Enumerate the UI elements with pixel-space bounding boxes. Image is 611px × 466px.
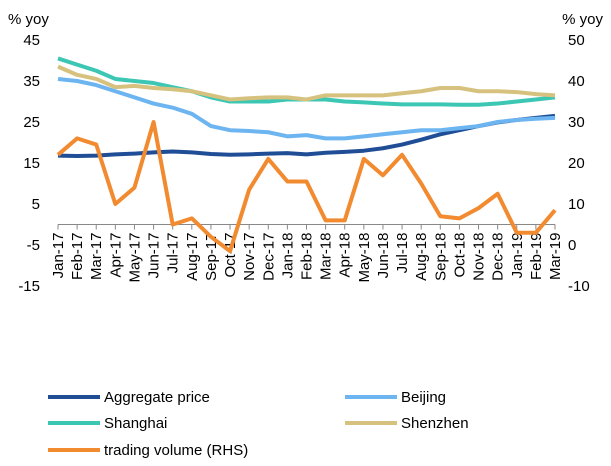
y2-tick-label: -10 [568,278,590,295]
series-line [57,76,556,141]
x-tick-label: Jan-17 [50,233,67,279]
x-tick-label: Jan-18 [279,233,296,279]
x-tick-label: Feb-17 [69,233,86,281]
x-tick-label: Dec-18 [490,233,507,281]
x-tick-label: Mar-18 [318,233,335,281]
legend-label: Shenzhen [401,415,469,432]
x-tick-label: Nov-18 [471,233,488,281]
legend-label: Aggregate price [104,389,210,406]
legend-label: Beijing [401,389,446,406]
x-tick-label: Feb-19 [528,233,545,281]
y-tick-label: 45 [23,32,40,49]
x-tick-label: Dec-17 [260,233,277,281]
y2-tick-label: 50 [568,32,585,49]
y2-tick-label: 20 [568,155,585,172]
x-tick-label: Jun-17 [146,233,163,279]
x-tick-label: Feb-18 [299,233,316,281]
y2-tick-label: 10 [568,196,585,213]
x-tick-label: May-17 [126,233,143,283]
x-tick-label: Mar-19 [547,233,564,281]
x-tick-label: Mar-17 [88,233,105,281]
series-line [57,64,556,102]
y-tick-label: -15 [18,278,40,295]
y2-tick-label: 0 [568,237,576,254]
y2-tick-label: 30 [568,114,585,131]
y-tick-label: -5 [27,237,40,254]
legend-label: trading volume (RHS) [104,442,248,459]
y2-tick-label: 40 [568,73,585,90]
x-tick-label: May-18 [356,233,373,283]
x-tick-label: Jul-17 [165,233,182,274]
x-tick-label: Apr-17 [107,233,124,278]
x-tick-label: Jul-18 [394,233,411,274]
x-tick-label: Jun-18 [375,233,392,279]
x-tick-label: Sep-18 [432,233,449,281]
y2-axis-label: % yoy [562,11,603,28]
series-line [56,120,557,254]
x-tick-label: Sep-17 [203,233,220,281]
y-tick-label: 5 [32,196,40,213]
x-tick-label: Oct-17 [222,233,239,278]
x-tick-label: Nov-17 [241,233,258,281]
x-tick-label: Jan-19 [509,233,526,279]
legend-label: Shanghai [104,415,167,432]
x-tick-label: Aug-18 [413,233,430,281]
y-axis-label: % yoy [8,11,49,28]
x-tick-label: Oct-18 [451,233,468,278]
y-tick-label: 15 [23,155,40,172]
y-tick-label: 25 [23,114,40,131]
x-tick-label: Aug-17 [184,233,201,281]
y-tick-label: 35 [23,73,40,90]
x-tick-label: Apr-18 [337,233,354,278]
